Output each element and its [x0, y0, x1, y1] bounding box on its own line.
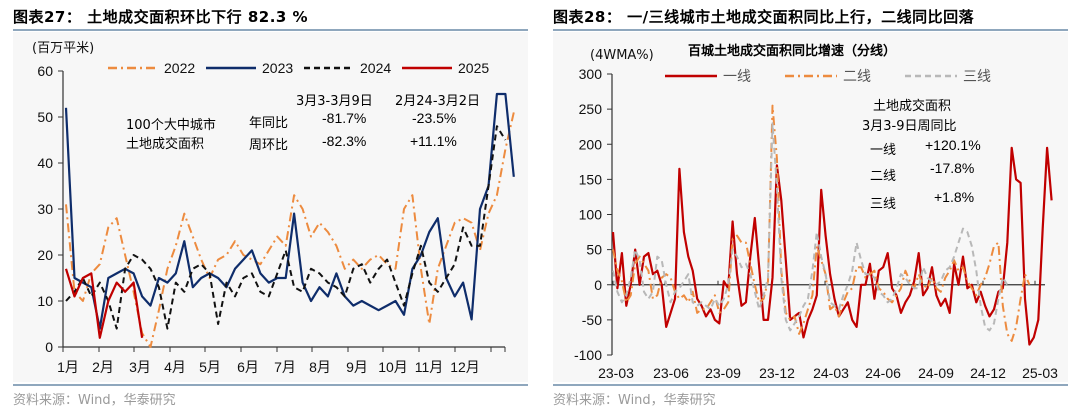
- series-line-二线: [612, 104, 1031, 342]
- legend-label: 2023: [262, 60, 293, 76]
- y-tick-label: 200: [579, 136, 603, 152]
- x-tick-label: 24-06: [865, 365, 901, 381]
- y-tick-label: 150: [579, 171, 603, 187]
- x-tick-label: 23-09: [705, 365, 741, 381]
- x-tick-label: 6月: [237, 359, 259, 375]
- series-line-2025: [64, 268, 144, 339]
- annotation-wow-current: -82.3%: [322, 133, 367, 149]
- x-tick-label: 3月: [129, 359, 151, 375]
- figure-title: 图表28： 一/三线城市土地成交面积同比上行，二线同比回落: [553, 8, 975, 26]
- figure-title: 图表27： 土地成交面积环比下行 82.3 %: [13, 8, 309, 26]
- annotation-tier3-value: +1.8%: [934, 189, 975, 205]
- annotation-title-1: 土地成交面积: [873, 99, 952, 114]
- annotation-row-label-2: 土地成交面积: [126, 137, 205, 152]
- legend-label: 一线: [723, 68, 751, 84]
- land-area-weekly-chart: 0 10 20 30 40 50 60 1月 2月 3月 4月 5月 6月 7月 8月 9月 10月 11月 12月…: [32, 41, 515, 375]
- x-tick-label: 7月: [274, 359, 296, 375]
- x-tick-label: 8月: [309, 359, 331, 375]
- annotation-col-header-2: 2月24-3月2日: [395, 94, 481, 109]
- annotation-col-header-1: 3月3-3月9日: [296, 94, 373, 109]
- y-tick-label: -50: [582, 312, 602, 328]
- x-tick-label: 1月: [57, 359, 79, 375]
- title-divider: [553, 29, 1068, 31]
- legend-label: 二线: [843, 68, 871, 84]
- x-tick-label: 11月: [415, 359, 444, 375]
- series-line-三线: [612, 122, 1009, 332]
- y-tick-label: 20: [37, 247, 53, 263]
- series-line-2023: [64, 92, 515, 330]
- footer-divider: [553, 384, 1068, 386]
- annotation-tier3-label: 三线: [870, 197, 897, 212]
- y-tick-label: 10: [37, 293, 53, 309]
- annotation-title-2: 3月3-9日周同比: [862, 119, 957, 134]
- y-tick-label: 250: [579, 101, 603, 117]
- annotation-wow-label: 周环比: [249, 138, 289, 153]
- footer-divider: [13, 384, 528, 386]
- chart-subtitle: 百城土地成交面积同比增速（分线）: [688, 44, 897, 59]
- y-tick-label: 100: [579, 207, 603, 223]
- annotation-tier2-label: 二线: [870, 169, 897, 184]
- x-tick-label: 23-06: [653, 365, 689, 381]
- x-tick-label: 12月: [450, 359, 480, 375]
- annotation-tier1-value: +120.1%: [925, 137, 981, 153]
- y-tick-label: -100: [574, 347, 602, 363]
- x-tick-label: 4月: [164, 359, 186, 375]
- series-line-2022: [65, 112, 515, 348]
- y-tick-label: 0: [45, 339, 53, 355]
- source-note: 资料来源：Wind，华泰研究: [553, 393, 716, 408]
- x-tick-label: 10月: [378, 359, 408, 375]
- annotation-wow-previous: +11.1%: [410, 133, 457, 149]
- x-tick-label: 24-03: [813, 365, 849, 381]
- annotation-tier1-label: 一线: [870, 143, 897, 158]
- y-tick-label: 0: [594, 277, 602, 293]
- y-tick-label: 30: [37, 201, 53, 217]
- legend-label: 2024: [360, 60, 391, 76]
- figure-27-panel: 图表27： 土地成交面积环比下行 82.3 % 资料来源：Wind，华泰研究 0…: [13, 8, 528, 408]
- y-tick-label: 40: [37, 155, 53, 171]
- annotation-yoy-previous: -23.5%: [412, 110, 457, 126]
- x-tick-label: 24-12: [970, 365, 1006, 381]
- series-line-一线: [611, 146, 1053, 346]
- x-tick-label: 24-09: [918, 365, 954, 381]
- annotation-row-label-1: 100个大中城市: [126, 118, 216, 133]
- plot-background: [553, 32, 1068, 382]
- x-tick-label: 25-03: [1022, 365, 1058, 381]
- x-tick-label: 23-03: [598, 365, 634, 381]
- figure-28-panel: 图表28： 一/三线城市土地成交面积同比上行，二线同比回落 资料来源：Wind，…: [540, 0, 1080, 416]
- y-unit-label: (4WMA%): [590, 48, 654, 63]
- legend-label: 2025: [458, 60, 489, 76]
- annotation-yoy-current: -81.7%: [322, 110, 367, 126]
- legend-label: 2022: [164, 60, 195, 76]
- land-area-yoy-by-tier-chart: -100 -50 0 50 100 150 200 250 300 23-03 23-06 23-09…: [574, 48, 1058, 381]
- y-tick-label: 50: [586, 242, 602, 258]
- y-tick-label: 300: [579, 66, 603, 82]
- title-divider: [13, 29, 528, 31]
- x-tick-label: 9月: [346, 359, 368, 375]
- x-tick-label: 5月: [199, 359, 221, 375]
- x-tick-label: 2月: [92, 359, 114, 375]
- legend-label: 三线: [963, 68, 991, 84]
- annotation-yoy-label: 年同比: [249, 116, 289, 131]
- annotation-tier2-value: -17.8%: [930, 160, 975, 176]
- y-unit-label: (百万平米): [32, 41, 94, 56]
- y-tick-label: 60: [37, 63, 53, 79]
- y-tick-label: 50: [37, 109, 53, 125]
- source-note: 资料来源：Wind，华泰研究: [13, 393, 176, 408]
- x-tick-label: 23-12: [759, 365, 795, 381]
